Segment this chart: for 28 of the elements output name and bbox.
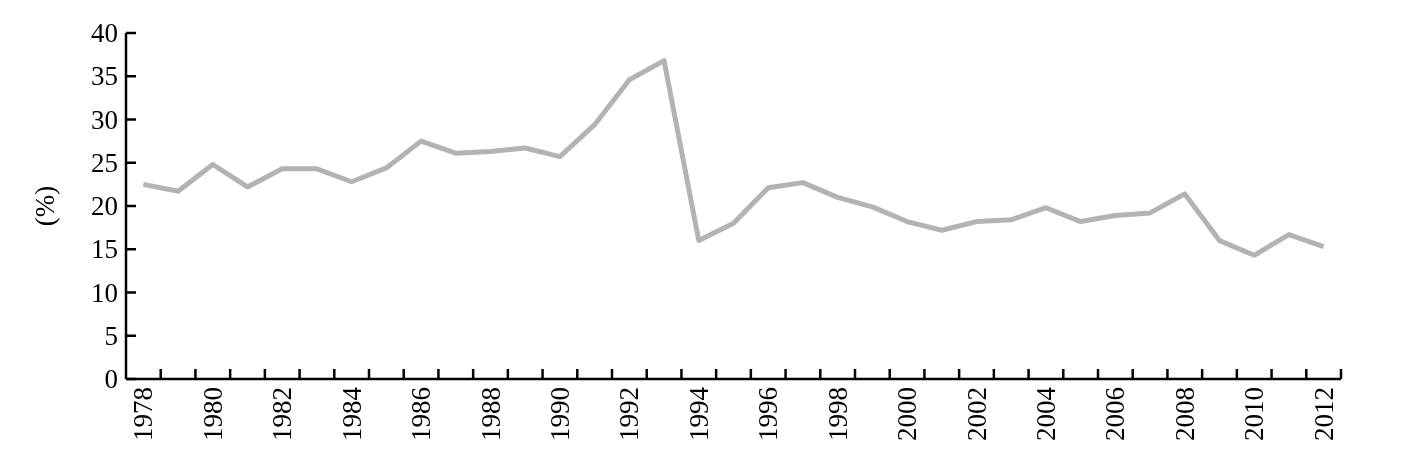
x-tick-label: 1982 xyxy=(267,387,298,441)
y-tick-label: 35 xyxy=(91,61,118,92)
x-tick-label: 1978 xyxy=(128,387,159,441)
x-tick-label: 2000 xyxy=(892,387,923,441)
x-tick-label: 1996 xyxy=(753,387,784,441)
x-tick-label: 1994 xyxy=(683,386,714,441)
y-tick-label: 10 xyxy=(91,277,118,308)
x-tick-label: 2008 xyxy=(1169,387,1200,441)
x-tick-label: 1990 xyxy=(544,387,575,441)
y-tick-label: 30 xyxy=(91,104,118,135)
x-tick-label: 1980 xyxy=(197,387,228,441)
x-tick-label: 2010 xyxy=(1239,387,1270,441)
x-tick-label: 1984 xyxy=(336,386,367,441)
x-tick-label: 1992 xyxy=(614,387,645,441)
y-tick-label: 25 xyxy=(91,147,118,178)
y-tick-label: 40 xyxy=(91,18,118,48)
x-tick-label: 2012 xyxy=(1308,387,1339,441)
y-tick-label: 5 xyxy=(104,320,118,351)
x-tick-label: 1988 xyxy=(475,387,506,441)
x-tick-label: 2006 xyxy=(1100,387,1131,441)
x-tick-label: 2004 xyxy=(1030,386,1061,441)
y-tick-label: 15 xyxy=(91,234,118,265)
y-tick-label: 0 xyxy=(104,364,118,394)
x-tick-label: 2002 xyxy=(961,387,992,441)
x-tick-label: 1998 xyxy=(822,387,853,441)
x-tick-label: 1986 xyxy=(406,387,437,441)
y-tick-label: 20 xyxy=(91,191,118,221)
y-axis-title: (%) xyxy=(30,185,60,227)
